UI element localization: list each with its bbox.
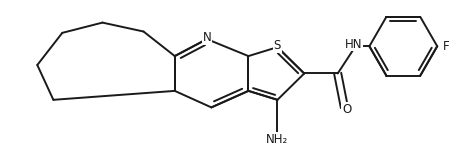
Text: N: N: [202, 31, 211, 44]
Text: F: F: [443, 40, 449, 53]
Text: HN: HN: [345, 38, 362, 51]
Text: S: S: [274, 39, 281, 52]
Text: O: O: [342, 103, 351, 116]
Text: NH₂: NH₂: [266, 133, 288, 146]
